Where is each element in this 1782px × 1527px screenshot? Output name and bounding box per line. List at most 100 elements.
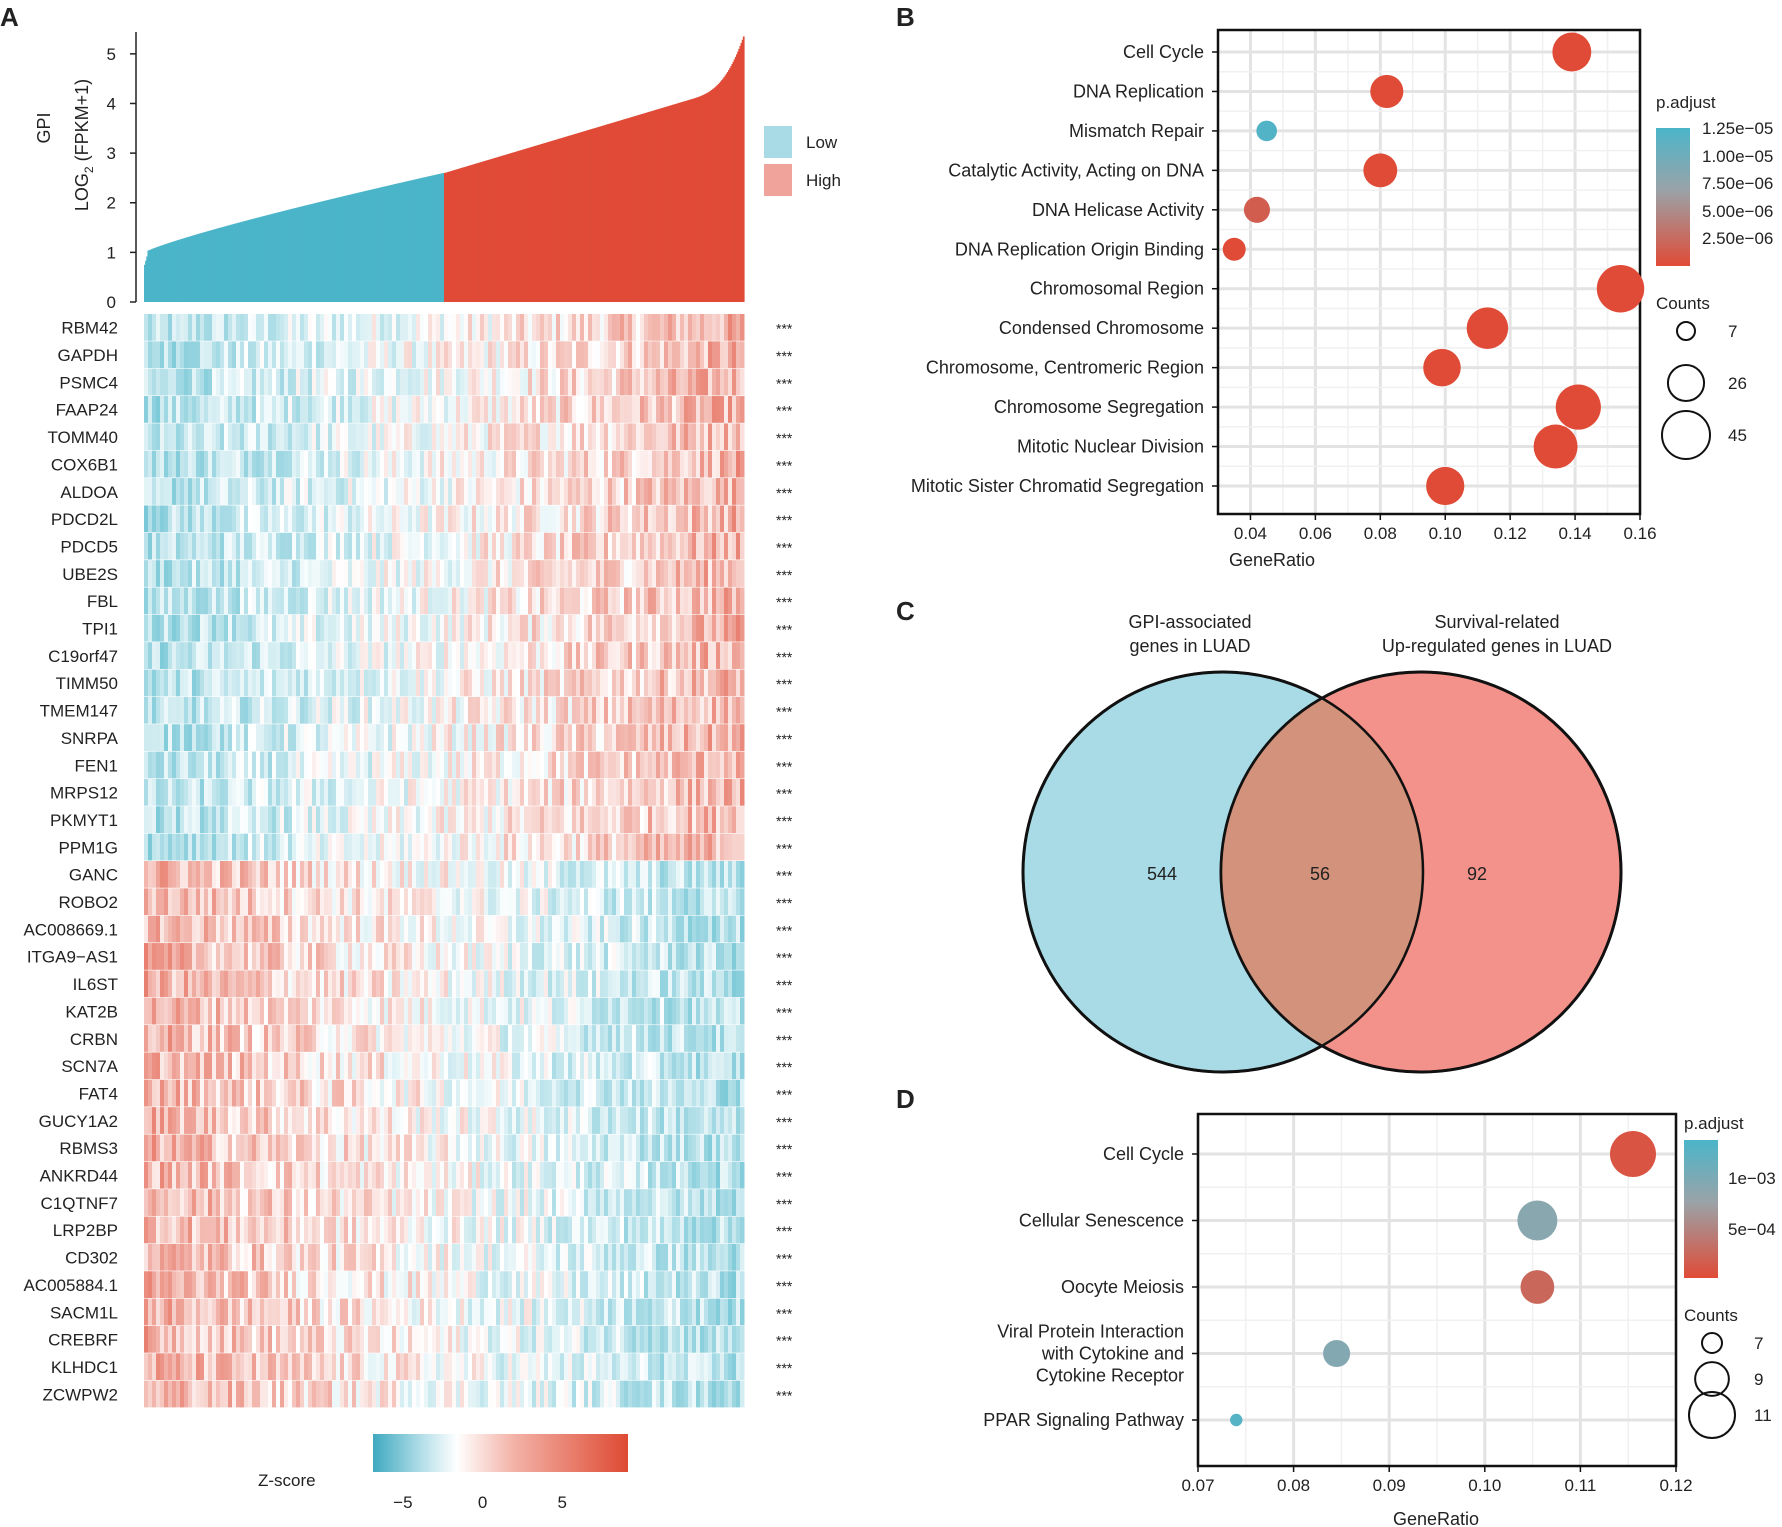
heatmap-cell [300,396,305,423]
heatmap-cell [352,642,357,669]
heatmap-cell [152,423,157,451]
gpi-bar [203,232,206,302]
gpi-bar [536,145,539,302]
heatmap-cell [604,478,609,505]
heatmap-cell [328,587,333,615]
heatmap-cell [524,1107,529,1134]
heatmap-cell [556,861,561,888]
heatmap-cell [204,423,209,451]
heatmap-cell [624,888,629,916]
heatmap-cell [468,368,473,396]
heatmap-cell [704,696,709,724]
heatmap-cell [740,1079,745,1107]
gpi-bar [214,229,217,302]
heatmap-cell [172,396,177,423]
heatmap-cell [216,614,221,642]
heatmap-cell [604,314,609,341]
gpi-bar [466,166,469,302]
heatmap-cell [556,833,561,861]
heatmap-cell [212,806,217,834]
heatmap-cell [380,341,385,369]
heatmap-cell [288,368,293,396]
heatmap-cell [336,778,341,806]
heatmap-cell [204,396,209,423]
gpi-bar [648,111,650,302]
legend-high-label: High [806,171,841,190]
heatmap-cell [448,861,453,888]
heatmap-cell [192,970,197,998]
heatmap-cell [440,970,445,998]
heatmap-cell [732,560,737,587]
heatmap-cell [460,368,465,396]
heatmap-cell [280,1052,285,1080]
heatmap-cell [476,997,481,1025]
heatmap-cell [696,1025,701,1052]
heatmap-cell [600,861,605,888]
heatmap-cell [496,861,501,888]
gpi-bar [586,130,589,302]
heatmap-cell [632,1079,637,1107]
heatmap-cell [296,368,301,396]
heatmap-cell [332,1079,337,1107]
heatmap-cell [224,396,229,423]
heatmap-cell [240,833,245,861]
heatmap-cell [508,970,513,998]
heatmap-cell [232,778,237,806]
gpi-bar [363,191,365,302]
heatmap-cell [716,806,721,834]
heatmap-cell [508,833,513,861]
heatmap-cell [440,724,445,751]
heatmap-cell [460,587,465,615]
heatmap-cell [664,478,669,505]
heatmap-cell [160,751,165,779]
heatmap-cell [256,314,261,341]
heatmap-cell [420,314,425,341]
heatmap-cell [656,587,661,615]
heatmap-cell [544,478,549,505]
heatmap-cell [544,669,549,697]
heatmap-cell [360,915,365,943]
gpi-bar [498,156,501,302]
heatmap-cell [684,833,689,861]
heatmap-cell [588,396,593,423]
heatmap-cell [600,450,605,478]
heatmap-cell [340,806,345,834]
heatmap-cell [168,587,173,615]
heatmap-cell [588,833,593,861]
heatmap-cell [404,587,409,615]
heatmap-cell [336,587,341,615]
heatmap-cell [248,614,253,642]
gpi-bar [162,244,164,302]
heatmap-cell [408,724,413,751]
legend-low-swatch [764,126,792,158]
heatmap-cell [520,642,525,669]
heatmap-cell [352,970,357,998]
heatmap-cell [548,341,553,369]
heatmap-cell [540,341,545,369]
gpi-bar [530,147,533,302]
heatmap-cell [244,368,249,396]
heatmap-cell [248,587,253,615]
heatmap-cell [236,696,241,724]
gpi-bar [721,80,723,303]
heatmap-cell [324,478,329,505]
heatmap-cell [256,1107,261,1134]
heatmap-cell [536,560,541,587]
heatmap-cell [260,997,265,1025]
heatmap-cell [264,1079,269,1107]
heatmap-cell [180,861,185,888]
heatmap-cell [648,861,653,888]
heatmap-cell [644,696,649,724]
heatmap-cell [448,587,453,615]
heatmap-cell [192,396,197,423]
heatmap-cell [612,560,617,587]
heatmap-cell [632,669,637,697]
heatmap-cell [288,970,293,998]
heatmap-cell [724,341,729,369]
heatmap-cell [596,642,601,669]
heatmap-cell [460,833,465,861]
heatmap-cell [392,505,397,533]
heatmap-cell [272,696,277,724]
gpi-bar [438,173,441,302]
heatmap-cell [352,915,357,943]
